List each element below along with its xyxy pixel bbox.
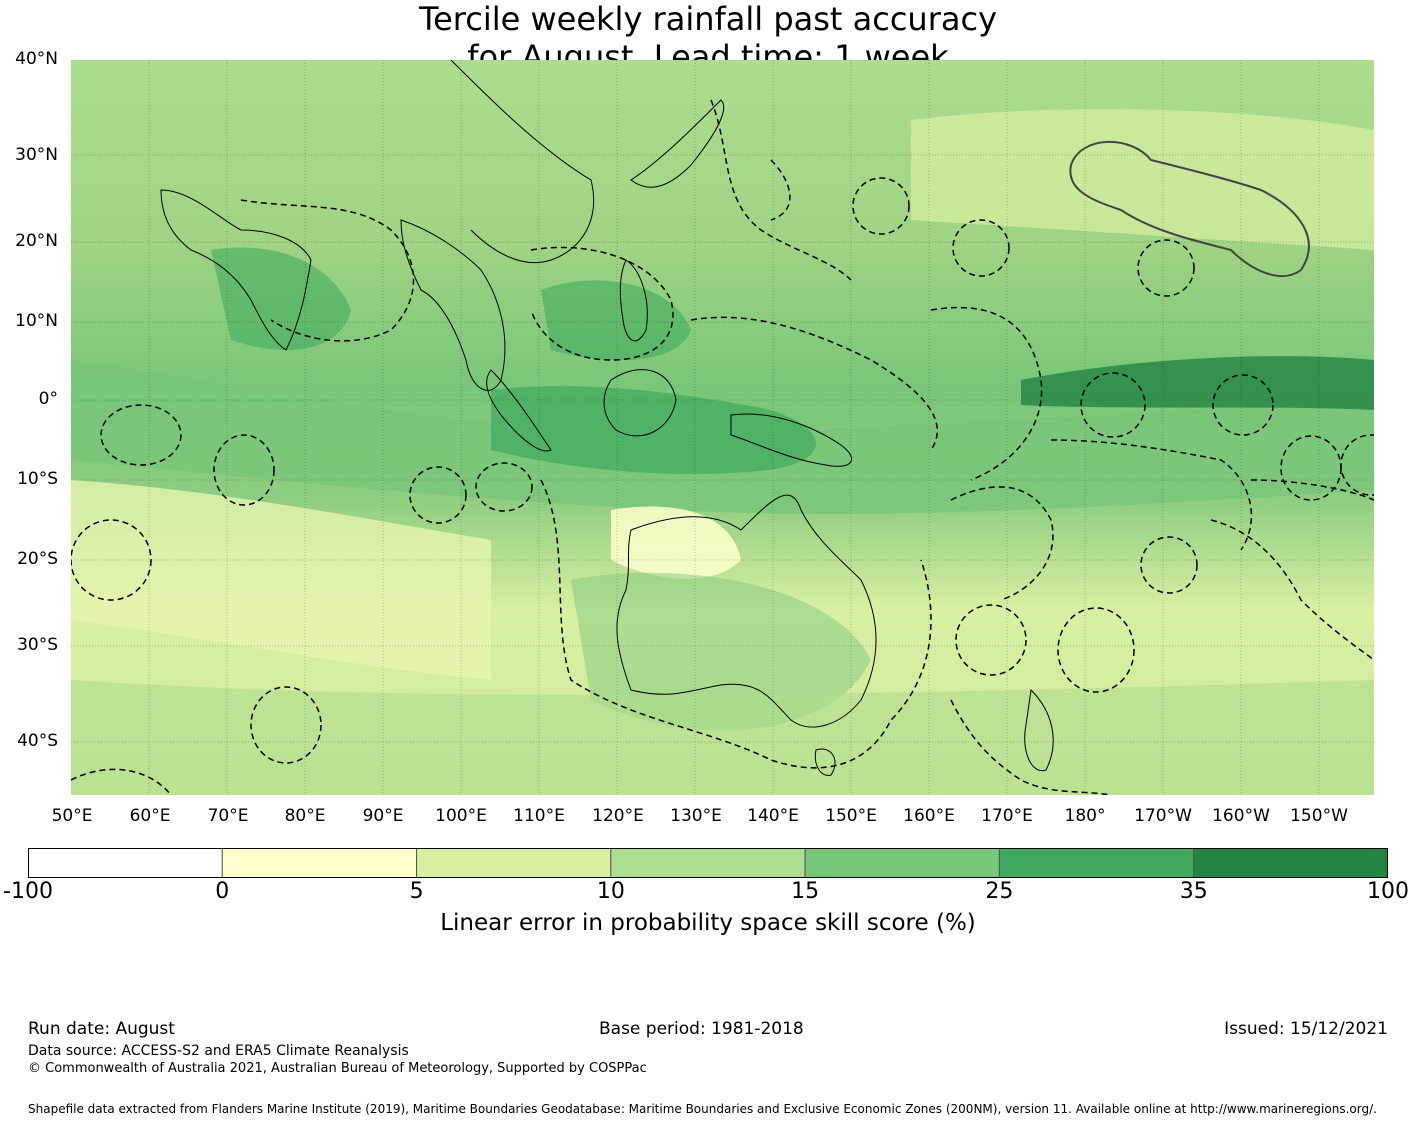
lon-label-170w: 170°W: [1134, 806, 1192, 826]
skill-score-map: [71, 60, 1374, 795]
coastline-east-asia: [450, 60, 595, 264]
lon-label-80e: 80°E: [284, 806, 326, 826]
coastline-borneo: [603, 369, 677, 437]
coastline-japan: [630, 99, 725, 188]
lon-label-90e: 90°E: [362, 806, 404, 826]
lat-label-40s: 40°S: [17, 731, 58, 751]
coastline-indochina: [400, 219, 506, 391]
coastline-sumatra: [486, 369, 552, 452]
lat-label-0: 0°: [38, 389, 58, 409]
skill-region-south-indian: [71, 480, 491, 680]
colorbar: [28, 848, 1388, 878]
colorbar-tick-label: 5: [409, 879, 424, 904]
colorbar-tick-label: 15: [791, 879, 820, 904]
coastline-new-guinea: [730, 413, 853, 467]
colorbar-outline: [28, 848, 1388, 878]
colorbar-swatch: [610, 848, 806, 878]
colorbar-tick-label: 0: [215, 879, 230, 904]
skill-region-equatorial: [1021, 356, 1374, 410]
lon-label-120e: 120°E: [592, 806, 644, 826]
colorbar-swatch: [28, 848, 223, 878]
coastline-new-zealand: [1024, 688, 1054, 772]
lon-label-160e: 160°E: [903, 806, 955, 826]
colorbar-swatch: [804, 848, 1000, 878]
skill-region-maritime: [491, 386, 816, 474]
coastline-australia: [616, 494, 877, 728]
lat-label-20s: 20°S: [17, 549, 58, 569]
colorbar-tick-label: -100: [3, 879, 53, 904]
base-period: Base period: 1981-2018: [599, 1019, 804, 1039]
coastline-philippines: [619, 259, 648, 342]
skill-region-north-pacific: [911, 109, 1374, 250]
data-source: Data source: ACCESS-S2 and ERA5 Climate …: [28, 1043, 409, 1059]
skill-region-australia: [571, 572, 871, 731]
lon-label-110e: 110°E: [513, 806, 565, 826]
lon-label-160w: 160°W: [1212, 806, 1270, 826]
coastline-tasmania: [814, 748, 836, 776]
lat-label-20n: 20°N: [15, 231, 58, 251]
colorbar-swatch: [416, 848, 612, 878]
colorbar-tick-label: 10: [596, 879, 625, 904]
lat-label-10n: 10°N: [15, 311, 58, 331]
skill-region-southern: [71, 680, 1374, 795]
colorbar-tick-label: 100: [1367, 879, 1409, 904]
lon-label-150e: 150°E: [825, 806, 877, 826]
colorbar-tick-label: 25: [985, 879, 1014, 904]
lon-label-170e: 170°E: [981, 806, 1033, 826]
lat-label-30s: 30°S: [17, 635, 58, 655]
coastlines: [160, 60, 1054, 776]
lat-label-30n: 30°N: [15, 145, 58, 165]
colorbar-swatch: [998, 848, 1195, 878]
colorbar-swatch: [221, 848, 418, 878]
lon-label-180: 180°: [1064, 806, 1106, 826]
lat-label-10s: 10°S: [17, 469, 58, 489]
shapefile-credit: Shapefile data extracted from Flanders M…: [28, 1102, 1377, 1116]
colorbar-swatch: [1193, 848, 1388, 878]
colorbar-label: Linear error in probability space skill …: [440, 910, 976, 936]
eez-boundaries: [71, 99, 1374, 795]
lon-label-150w: 150°W: [1290, 806, 1348, 826]
lon-label-100e: 100°E: [435, 806, 487, 826]
skill-region-south-china-sea: [541, 280, 691, 361]
skill-region-australia-nw: [611, 506, 741, 579]
coastline-india: [160, 189, 312, 351]
lat-label-40n: 40°N: [15, 49, 58, 69]
skill-region-bay-of-bengal: [211, 247, 351, 350]
chart-title-line1: Tercile weekly rainfall past accuracy: [418, 0, 997, 38]
lon-label-130e: 130°E: [670, 806, 722, 826]
run-date: Run date: August: [28, 1019, 175, 1039]
lon-label-60e: 60°E: [129, 806, 171, 826]
hawaii-eez-boundary: [1069, 140, 1310, 278]
issued-date: Issued: 15/12/2021: [1224, 1019, 1388, 1039]
graticule: [71, 60, 1374, 795]
lon-label-50e: 50°E: [51, 806, 93, 826]
lon-label-70e: 70°E: [207, 806, 249, 826]
colorbar-tick-label: 35: [1179, 879, 1208, 904]
copyright-notice: © Commonwealth of Australia 2021, Austra…: [28, 1061, 647, 1076]
lon-label-140e: 140°E: [747, 806, 799, 826]
